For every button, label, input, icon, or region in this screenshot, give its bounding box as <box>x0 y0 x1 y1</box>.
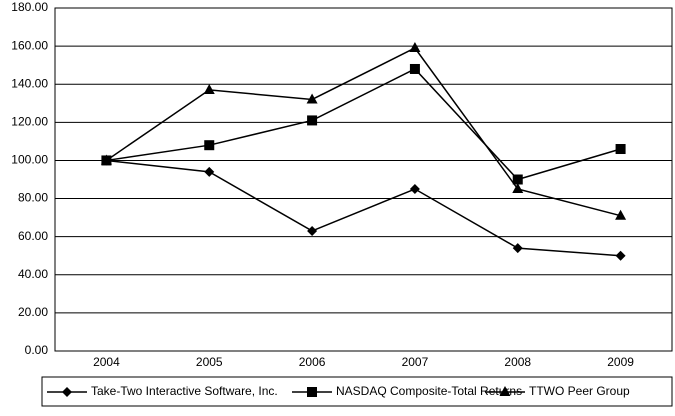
marker <box>615 250 626 261</box>
series-line <box>106 159 621 257</box>
y-tick-label: 20.00 <box>18 305 48 319</box>
marker <box>512 174 523 185</box>
y-tick-label: 140.00 <box>11 76 48 90</box>
y-tick-label: 60.00 <box>18 229 48 243</box>
y-tick-label: 40.00 <box>18 267 48 281</box>
marker <box>307 387 317 397</box>
marker <box>306 93 318 104</box>
x-tick-label: 2008 <box>504 355 531 369</box>
series-line <box>106 68 621 181</box>
x-tick-label: 2007 <box>402 355 429 369</box>
legend-box <box>41 376 673 407</box>
marker <box>512 183 524 194</box>
marker <box>615 209 627 220</box>
legend-label: NASDAQ Composite-Total Returns <box>336 384 522 398</box>
marker <box>615 144 626 155</box>
y-tick-label: 0.00 <box>25 343 49 357</box>
marker <box>62 387 72 397</box>
legend-label: TTWO Peer Group <box>529 384 630 398</box>
y-tick-label: 100.00 <box>11 153 48 167</box>
marker <box>307 225 318 236</box>
y-tick-label: 160.00 <box>11 38 48 52</box>
y-tick-label: 120.00 <box>11 115 48 129</box>
marker <box>307 115 318 126</box>
x-tick-label: 2009 <box>607 355 634 369</box>
marker <box>499 386 511 396</box>
marker <box>512 243 523 254</box>
y-tick-label: 80.00 <box>18 191 48 205</box>
marker <box>204 166 215 177</box>
x-tick-label: 2006 <box>299 355 326 369</box>
legend-label: Take-Two Interactive Software, Inc. <box>91 384 278 398</box>
marker <box>409 184 420 195</box>
plot-area <box>54 7 673 352</box>
x-tick-label: 2005 <box>196 355 223 369</box>
marker <box>100 154 112 165</box>
marker <box>203 83 215 94</box>
y-tick-label: 180.00 <box>11 0 48 14</box>
marker <box>409 42 421 53</box>
x-tick-label: 2004 <box>93 355 120 369</box>
series-line <box>105 47 621 217</box>
marker <box>204 140 215 151</box>
marker <box>409 63 420 74</box>
